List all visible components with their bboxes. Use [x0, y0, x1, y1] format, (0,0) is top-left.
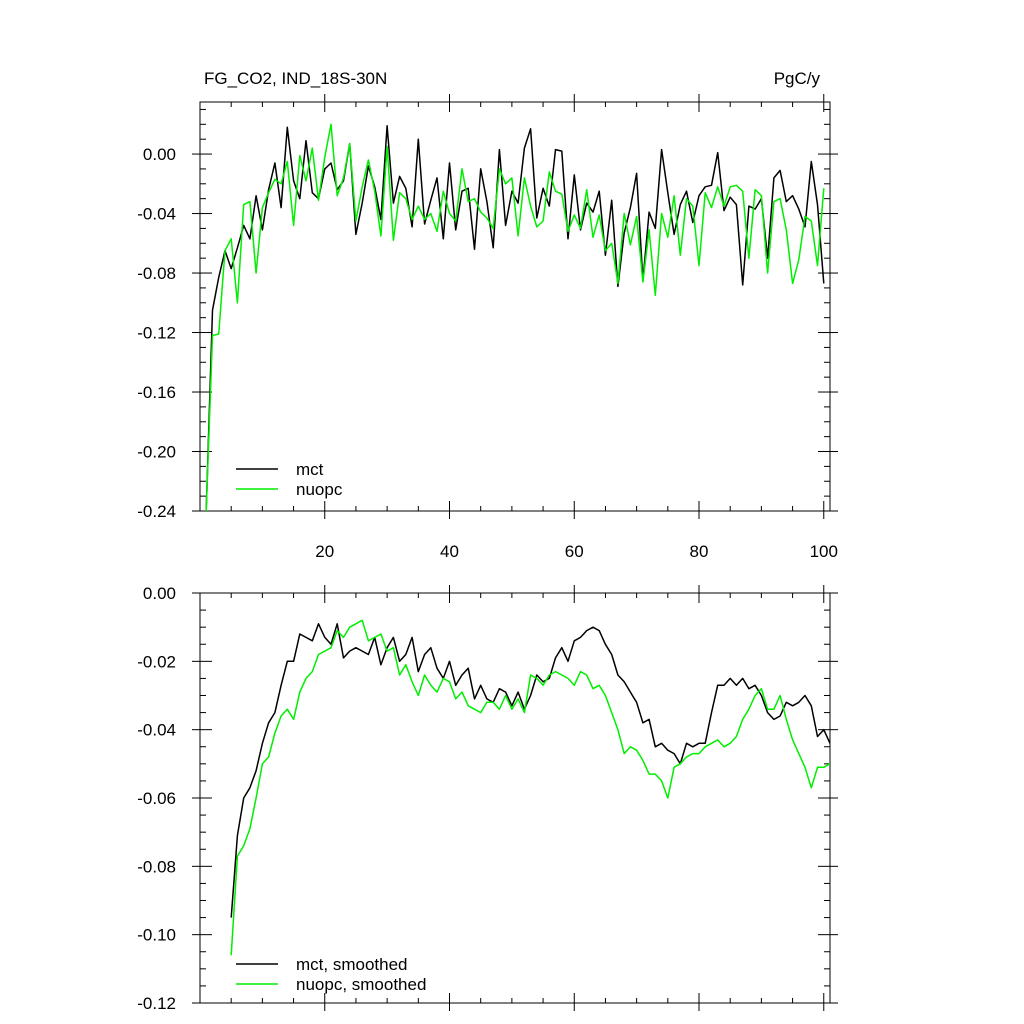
y-tick-label: -0.06 [137, 789, 176, 808]
legend-label: mct [296, 460, 324, 479]
x-tick-label: 100 [810, 542, 838, 561]
top-panel: 20 40 60 80 100 -0.24 -0.20 -0.16 -0.12 -0.08 -0.0… [137, 94, 838, 561]
y-tick-label: -0.20 [137, 443, 176, 462]
y-tick-label: -0.10 [137, 926, 176, 945]
x-tick-label: 20 [315, 542, 334, 561]
y-tick-label: -0.16 [137, 383, 176, 402]
series-line-nuopc [205, 123, 825, 511]
x-tick-label: 80 [690, 542, 709, 561]
y-tick-label: -0.12 [137, 324, 176, 343]
y-tick-label: -0.04 [137, 205, 176, 224]
legend-label: mct, smoothed [296, 955, 408, 974]
plot-frame [199, 101, 831, 512]
legend-label: nuopc, smoothed [296, 975, 426, 994]
x-tick-label: 40 [440, 542, 459, 561]
bottom-panel: -0.12 -0.10 -0.08 -0.06 -0.04 -0.02 0.00 mct, s… [137, 584, 838, 1013]
y-tick-label: 0.00 [143, 584, 176, 603]
y-tick-label: -0.08 [137, 857, 176, 876]
series-line-mct [205, 125, 825, 511]
y-tick-label: 0.00 [143, 145, 176, 164]
units-label: PgC/y [774, 69, 821, 88]
x-tick-label: 60 [565, 542, 584, 561]
y-tick-label: -0.08 [137, 264, 176, 283]
legend-label: nuopc [296, 480, 343, 499]
y-tick-label: -0.12 [137, 994, 176, 1013]
y-tick-label: -0.02 [137, 652, 176, 671]
series-line-mct-smoothed [230, 623, 830, 918]
y-tick-label: -0.24 [137, 502, 176, 521]
y-tick-label: -0.04 [137, 721, 176, 740]
panel-title: FG_CO2, IND_18S-30N [204, 69, 387, 88]
series-line-nuopc-smoothed [230, 619, 830, 956]
